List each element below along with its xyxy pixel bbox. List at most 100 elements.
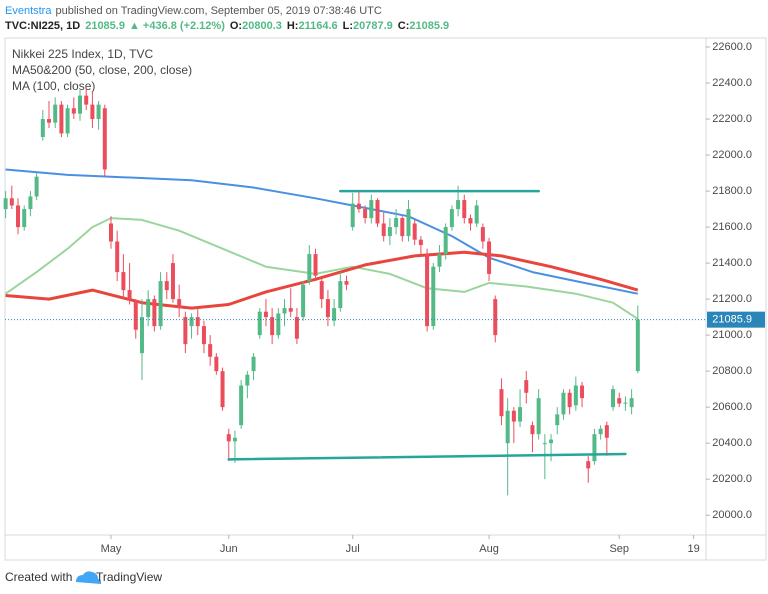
candle-body	[617, 398, 622, 404]
candle-body	[356, 203, 361, 210]
candle-body	[220, 371, 225, 408]
candle-body	[623, 402, 628, 404]
candle-body	[511, 410, 516, 422]
candle-body	[201, 326, 206, 345]
candle-body	[53, 104, 58, 123]
candle-body	[245, 374, 250, 386]
tradingview-logo	[76, 571, 102, 584]
author: Eventstra	[5, 5, 52, 17]
y-tick-label: 20600.0	[712, 401, 752, 413]
candle-body	[177, 299, 182, 309]
candle-body	[84, 95, 89, 105]
candle-body	[189, 317, 194, 327]
candle-body	[282, 308, 287, 314]
candle-body	[338, 281, 343, 309]
candle-body	[9, 198, 14, 206]
y-tick-label: 20000.0	[712, 509, 752, 521]
y-tick-label: 21800.0	[712, 185, 752, 197]
candle-body	[586, 461, 591, 469]
candle-body	[549, 439, 554, 444]
candle-body	[127, 290, 132, 300]
candle-body	[251, 356, 256, 372]
candle-body	[375, 200, 380, 224]
candle-body	[307, 254, 312, 282]
candle-body	[34, 176, 39, 197]
candle-body	[505, 410, 510, 444]
candle-body	[146, 299, 151, 318]
candle-body	[449, 209, 454, 228]
y-tick-label: 21200.0	[712, 293, 752, 305]
candle-body	[232, 437, 237, 442]
candle-body	[443, 227, 448, 255]
candle-body	[598, 428, 603, 435]
candle-body	[629, 398, 634, 408]
legend-entry: Nikkei 225 Index, 1D, TVC	[12, 47, 154, 61]
candle-body	[276, 313, 281, 336]
candle-body	[635, 319, 640, 372]
symbol: TVC:NI225, 1D	[5, 20, 80, 32]
candle-body	[468, 218, 473, 224]
price: 21085.9	[85, 20, 125, 32]
candle-body	[164, 281, 169, 291]
y-tick-label: 20800.0	[712, 365, 752, 377]
candle-body	[369, 200, 374, 219]
change: ▲ +436.8 (+2.12%)	[129, 20, 225, 32]
y-tick-label: 22600.0	[712, 41, 752, 53]
candle-body	[350, 203, 355, 228]
candle-body	[437, 254, 442, 267]
candle-body	[567, 392, 572, 408]
x-tick-label: Jul	[346, 543, 360, 555]
x-tick-label: Sep	[609, 543, 629, 555]
legend-entry: MA50&200 (50, close, 200, close)	[12, 63, 192, 77]
y-tick-label: 22200.0	[712, 113, 752, 125]
candle-body	[263, 311, 268, 318]
x-tick-label: 19	[687, 543, 699, 555]
y-tick-label: 21000.0	[712, 329, 752, 341]
candle-body	[102, 108, 107, 170]
candle-body	[480, 227, 485, 242]
created-with: Created with	[5, 570, 72, 584]
candle-body	[406, 209, 411, 237]
chart-frame	[4, 37, 767, 561]
y-tick-label: 21600.0	[712, 221, 752, 233]
candle-body	[133, 300, 138, 330]
candle-body	[524, 380, 529, 393]
candle-body	[152, 299, 157, 327]
candle-body	[59, 104, 64, 134]
brand[interactable]: TradingView	[96, 570, 162, 584]
candle-body	[214, 356, 219, 372]
symbol-line: TVC:NI225, 1D 21085.9 ▲ +436.8 (+2.12%) O:2…	[5, 20, 449, 32]
moving-average	[5, 168, 638, 295]
publish-line: Eventstra published on TradingView.com, S…	[5, 5, 382, 17]
candle-body	[208, 344, 213, 357]
candle-body	[611, 389, 616, 408]
candle-body	[325, 299, 330, 318]
candle-body	[381, 223, 386, 237]
candle-body	[77, 95, 82, 114]
candle-body	[28, 196, 33, 210]
candle-body	[288, 308, 293, 312]
candle-body	[412, 223, 417, 240]
candle-body	[40, 119, 45, 138]
candle-body	[332, 308, 337, 321]
candle-body	[363, 209, 368, 219]
candle-body	[158, 281, 163, 327]
ohlc-value: 20800.3	[242, 20, 282, 32]
candle-body	[22, 209, 27, 228]
candle-body	[573, 385, 578, 406]
candle-body	[536, 398, 541, 435]
candle-body	[518, 407, 523, 422]
candle-body	[16, 205, 21, 228]
ohlc-label: L:	[343, 20, 353, 32]
x-tick-label: Aug	[479, 543, 499, 555]
candle-body	[65, 108, 70, 134]
candle-body	[530, 425, 535, 435]
trendline	[227, 452, 627, 461]
candle-body	[47, 119, 52, 123]
candle-body	[387, 227, 392, 237]
candle-body	[592, 434, 597, 462]
candle-body	[474, 205, 479, 224]
y-tick-label: 22400.0	[712, 77, 752, 89]
x-tick-label: Jun	[220, 543, 238, 555]
ohlc-label: C:	[398, 20, 410, 32]
